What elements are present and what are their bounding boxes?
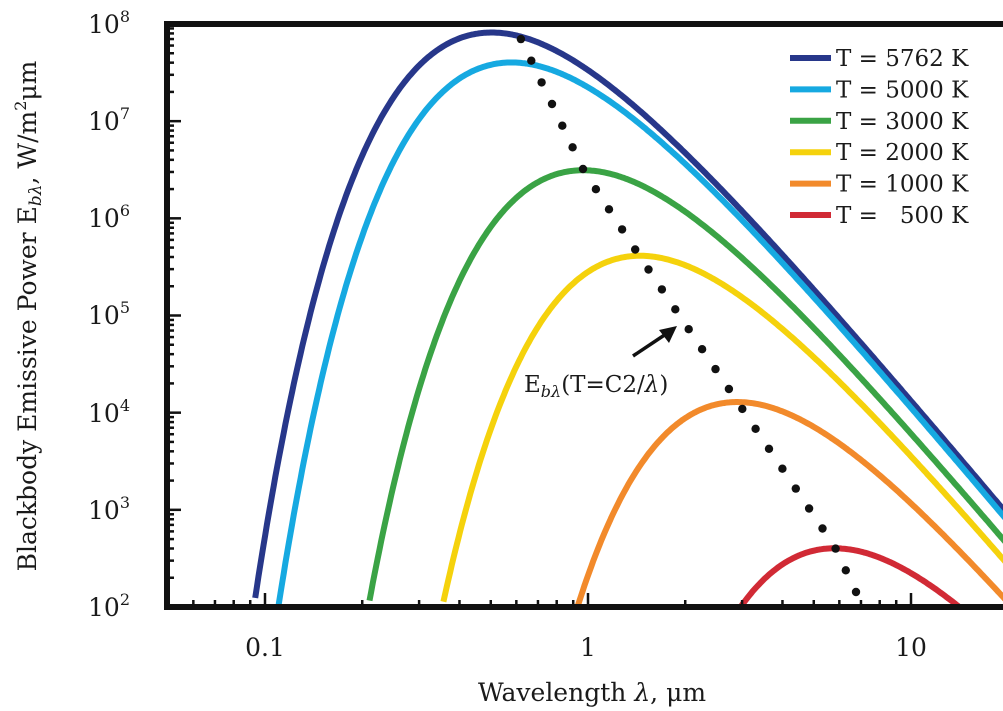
peak-locus-dot	[671, 305, 680, 314]
peak-locus-dot	[644, 265, 653, 274]
peak-locus-dot	[724, 384, 734, 394]
peak-locus-dot	[831, 544, 840, 553]
peak-locus-dot	[537, 78, 546, 87]
peak-locus-dot	[697, 345, 707, 354]
peak-locus	[516, 34, 861, 597]
peak-locus-dot	[764, 444, 774, 453]
legend-label: T = 3000 K	[836, 109, 969, 135]
x-tick-label: 10	[895, 633, 927, 662]
y-tick-label: 102	[88, 590, 130, 622]
x-tick-label: 0.1	[245, 633, 285, 662]
y-tick-label: 105	[88, 298, 130, 330]
legend-label: T = 2000 K	[836, 140, 969, 166]
peak-locus-dot	[738, 404, 747, 414]
peak-locus-dot	[558, 121, 567, 130]
series-line	[738, 545, 962, 610]
peak-locus-dot	[851, 587, 861, 597]
annotation-arrowhead	[659, 326, 677, 343]
y-tick-label: 107	[88, 104, 130, 136]
x-axis-label: Wavelength λ, μm	[478, 678, 706, 707]
peak-locus-dot	[778, 464, 787, 473]
peak-locus-dot	[568, 143, 577, 152]
y-tick-label: 103	[88, 493, 130, 525]
y-axis-label: Blackbody Emissive Power Ebλ, W/m2μm	[11, 60, 46, 571]
y-tick-label: 106	[88, 201, 130, 233]
peak-locus-dot	[547, 99, 557, 109]
series-line	[575, 399, 1003, 607]
series-line	[275, 59, 1003, 605]
peak-locus-dot	[604, 205, 614, 214]
legend-label: T = 5000 K	[836, 77, 969, 103]
peak-locus-dot	[804, 504, 814, 513]
peak-locus-dot	[657, 285, 667, 294]
series-curves	[252, 29, 1003, 610]
y-tick-label: 108	[88, 7, 130, 39]
peak-locus-dot	[591, 185, 601, 194]
peak-locus-dot	[818, 524, 827, 533]
peak-locus-dot	[684, 325, 693, 334]
peak-locus-dot	[578, 164, 588, 174]
peak-locus-dot	[841, 566, 850, 575]
peak-locus-dot	[631, 245, 640, 254]
y-tick-label: 104	[88, 396, 130, 428]
legend-label: T = 5762 K	[836, 46, 969, 72]
legend: T = 5762 K T = 5000 K T = 3000 K T = 2000 K…	[790, 46, 969, 229]
peak-locus-dot	[711, 364, 720, 374]
annotation-arrow	[632, 332, 667, 358]
peak-locus-dot	[516, 34, 526, 44]
legend-label: T = 500 K	[836, 203, 969, 229]
axis-ticks	[167, 22, 913, 609]
peak-locus-dot	[751, 424, 760, 433]
legend-label: T = 1000 K	[836, 172, 969, 198]
peak-locus-annotation: Ebλ(T=C2/λ)	[524, 326, 677, 401]
x-tick-label: 1	[580, 633, 596, 662]
peak-locus-dot	[617, 225, 627, 234]
y-tick-labels: 102 103 104 105 106 107 108	[88, 7, 130, 622]
annotation-label: Ebλ(T=C2/λ)	[524, 372, 668, 401]
series-line	[366, 167, 1003, 602]
peak-locus-dot	[791, 484, 800, 493]
peak-locus-dot	[527, 56, 536, 65]
series-line	[440, 252, 1003, 603]
series-line	[252, 29, 1003, 599]
x-tick-labels: 0.1 1 10	[245, 633, 927, 662]
